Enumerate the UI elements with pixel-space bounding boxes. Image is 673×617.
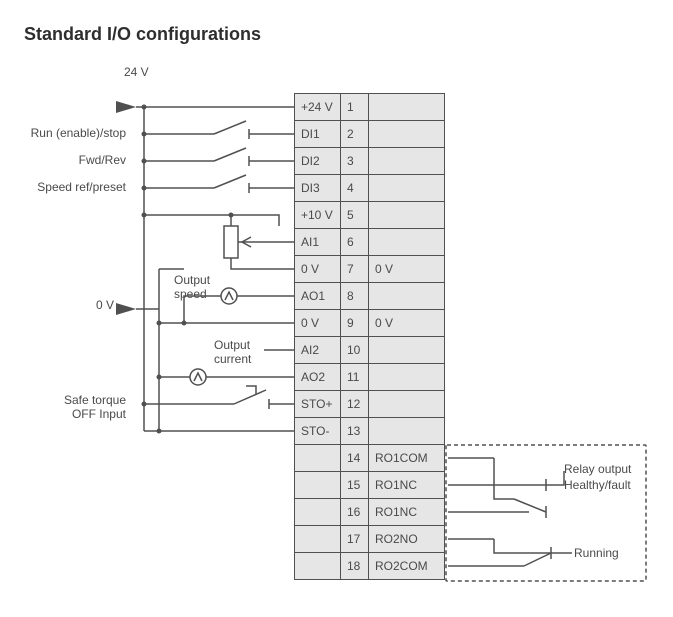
terminal-signal: +10 V [295,202,341,229]
terminal-number: 6 [341,229,369,256]
terminal-function [369,94,445,121]
terminal-number: 14 [341,445,369,472]
terminal-signal: +24 V [295,94,341,121]
label-24v: 24 V [124,65,149,79]
terminal-signal: AO2 [295,364,341,391]
page-title: Standard I/O configurations [24,24,649,45]
terminal-function [369,418,445,445]
terminal-row: 0 V70 V [295,256,445,283]
terminal-signal: 0 V [295,256,341,283]
terminal-function: RO1NC [369,499,445,526]
terminal-row: AI16 [295,229,445,256]
terminal-function [369,148,445,175]
label-0v: 0 V [96,298,114,312]
terminal-function [369,202,445,229]
terminal-signal [295,445,341,472]
terminal-signal: AI2 [295,337,341,364]
terminal-row: 16RO1NC [295,499,445,526]
terminal-row: AI210 [295,337,445,364]
terminal-number: 13 [341,418,369,445]
terminal-number: 10 [341,337,369,364]
terminal-row: DI23 [295,148,445,175]
terminal-number: 11 [341,364,369,391]
terminal-signal [295,472,341,499]
terminal-number: 12 [341,391,369,418]
label-run: Run (enable)/stop [31,126,126,140]
terminal-number: 2 [341,121,369,148]
terminal-signal: AO1 [295,283,341,310]
terminal-function [369,391,445,418]
terminal-row: 0 V90 V [295,310,445,337]
terminal-number: 5 [341,202,369,229]
terminal-table: +24 V1DI12DI23DI34+10 V5AI160 V70 VAO180… [294,93,445,580]
terminal-function [369,175,445,202]
terminal-number: 16 [341,499,369,526]
terminal-signal [295,499,341,526]
terminal-signal: 0 V [295,310,341,337]
terminal-number: 7 [341,256,369,283]
terminal-row: 15RO1NC [295,472,445,499]
terminal-function: RO1NC [369,472,445,499]
label-relay1: Relay output Healthy/fault [564,462,631,493]
terminal-row: +24 V1 [295,94,445,121]
terminal-row: DI34 [295,175,445,202]
label-spd: Speed ref/preset [37,180,126,194]
terminal-function [369,364,445,391]
terminal-row: DI12 [295,121,445,148]
terminal-number: 18 [341,553,369,580]
terminal-function [369,121,445,148]
terminal-signal: STO- [295,418,341,445]
label-output-current: Output current [214,338,251,366]
label-relay2: Running [574,546,619,562]
terminal-function: 0 V [369,310,445,337]
diagram-wrap: +24 V1DI12DI23DI34+10 V5AI160 V70 VAO180… [24,63,649,593]
terminal-number: 15 [341,472,369,499]
terminal-function: RO1COM [369,445,445,472]
terminal-signal [295,553,341,580]
terminal-row: STO-13 [295,418,445,445]
terminal-signal: AI1 [295,229,341,256]
terminal-signal: STO+ [295,391,341,418]
terminal-function: RO2COM [369,553,445,580]
label-sto: Safe torque OFF Input [64,393,126,421]
terminal-number: 17 [341,526,369,553]
terminal-row: 14RO1COM [295,445,445,472]
terminal-function [369,283,445,310]
terminal-signal [295,526,341,553]
terminal-signal: DI1 [295,121,341,148]
terminal-signal: DI3 [295,175,341,202]
label-fwd: Fwd/Rev [79,153,126,167]
terminal-row: 18RO2COM [295,553,445,580]
terminal-function: 0 V [369,256,445,283]
terminal-row: AO18 [295,283,445,310]
terminal-row: +10 V5 [295,202,445,229]
terminal-number: 8 [341,283,369,310]
terminal-number: 3 [341,148,369,175]
terminal-signal: DI2 [295,148,341,175]
label-output-speed: Output speed [174,273,210,301]
terminal-function [369,229,445,256]
terminal-function: RO2NO [369,526,445,553]
terminal-number: 9 [341,310,369,337]
terminal-number: 4 [341,175,369,202]
terminal-row: STO+12 [295,391,445,418]
terminal-function [369,337,445,364]
terminal-number: 1 [341,94,369,121]
terminal-row: 17RO2NO [295,526,445,553]
terminal-row: AO211 [295,364,445,391]
